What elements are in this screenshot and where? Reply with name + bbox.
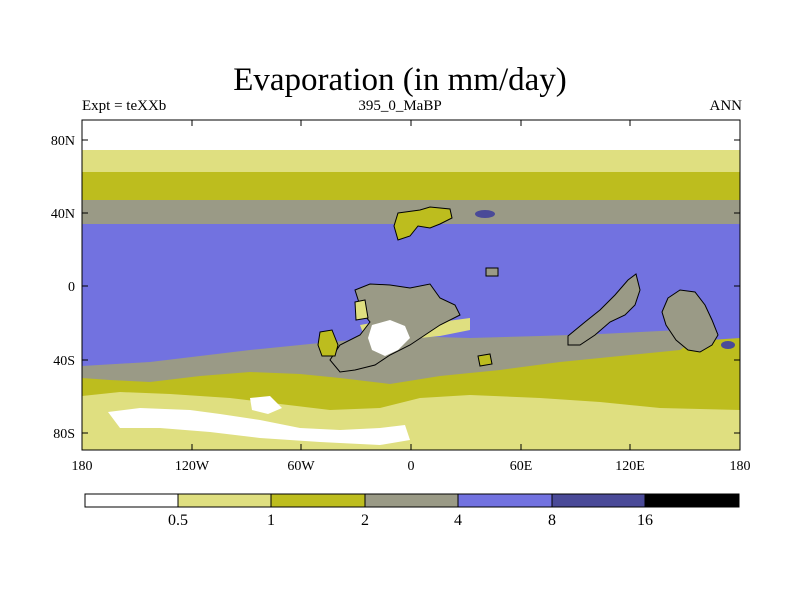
color-legend: 0.5 1 2 4 8 16: [84, 493, 740, 529]
lat-label: 80N: [51, 134, 75, 149]
lon-label: 60E: [510, 459, 533, 474]
lat-label: 80S: [53, 427, 75, 442]
season-label: ANN: [709, 98, 743, 114]
low-evap-antarctic-patch-1: [108, 408, 410, 445]
lat-label: 40N: [51, 207, 75, 222]
lon-label: 180: [730, 459, 751, 474]
landmass-north: [393, 206, 453, 241]
legend-box: [177, 493, 272, 508]
north-pale-band: [82, 150, 740, 172]
period-label: 395_0_MaBP: [358, 98, 442, 114]
lon-label: 0: [408, 459, 415, 474]
legend-box: [270, 493, 366, 508]
landmass-islet: [485, 267, 499, 277]
legend-label: 16: [637, 512, 653, 529]
lon-label: 180: [72, 459, 93, 474]
landmass-isle: [354, 299, 369, 321]
legend-label: 2: [361, 512, 369, 529]
longitude-axis: 180 120W 60W 0 60E 120E 180: [72, 120, 751, 474]
landmass-south-america: [317, 329, 339, 357]
lon-label: 120W: [175, 459, 210, 474]
experiment-label: Expt = teXXb: [82, 98, 167, 114]
legend-box: [644, 493, 740, 508]
lat-label: 40S: [53, 354, 75, 369]
legend-box: [84, 493, 179, 508]
legend-box: [551, 493, 646, 508]
low-evap-antarctic-patch-2: [250, 396, 282, 414]
latitude-axis: 80N 40N 0 40S 80S: [51, 134, 740, 442]
map-title: Evaporation (in mm/day): [233, 62, 567, 98]
legend-label: 4: [454, 512, 462, 529]
high-evap-spot-north: [475, 210, 495, 218]
legend-label: 8: [548, 512, 556, 529]
south-gray-belt: [82, 330, 700, 384]
legend-box: [457, 493, 553, 508]
legend-box: [364, 493, 459, 508]
landmass-australia: [661, 289, 719, 353]
lat-label: 0: [68, 280, 75, 295]
map-plot-area: [82, 120, 740, 450]
landmass-small: [477, 353, 493, 367]
legend-label: 1: [267, 512, 275, 529]
lon-label: 120E: [615, 459, 645, 474]
high-evap-spot-east: [721, 341, 735, 349]
lon-label: 60W: [287, 459, 315, 474]
landmass-india: [567, 273, 641, 346]
north-olive-band: [82, 172, 740, 200]
low-evap-africa-patch: [368, 320, 410, 356]
legend-label: 0.5: [168, 512, 188, 529]
